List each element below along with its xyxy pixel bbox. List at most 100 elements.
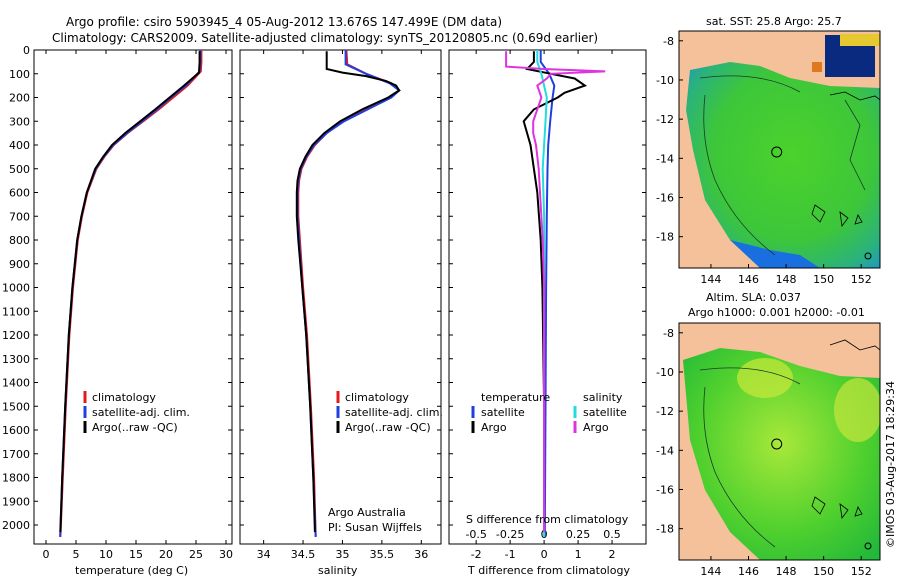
y-tick-label: 100	[9, 68, 30, 81]
map-x-tick-label: 152	[851, 273, 872, 286]
x-tick-label: 5	[73, 548, 80, 561]
title-line-2: Climatology: CARS2009. Satellite-adjuste…	[52, 31, 598, 45]
sst-minor-marker	[864, 252, 872, 260]
sla-ocean-field	[683, 348, 880, 560]
sst-yellow-patch	[840, 34, 880, 46]
y-tick-label: 1200	[2, 329, 30, 342]
s-tick-label: -0.25	[496, 528, 524, 541]
y-tick-label: 1400	[2, 377, 30, 390]
y-tick-label: 1000	[2, 282, 30, 295]
x-tick-label: 20	[159, 548, 173, 561]
series-t-satellite	[539, 50, 556, 537]
sla-contour-north	[699, 367, 801, 385]
salinity-axes-frame	[239, 49, 442, 545]
sla-high-patch-east	[834, 378, 880, 442]
map-y-tick-label: -16	[656, 483, 674, 496]
series-satellite-adj-clim-	[59, 50, 202, 537]
x-tick-label: 25	[189, 548, 203, 561]
map-y-tick-label: -18	[656, 231, 674, 244]
legend-temperature-title: temperature	[481, 391, 550, 404]
map-y-tick-label: -12	[656, 405, 674, 418]
x-tick-label: -2	[471, 548, 482, 561]
y-tick-label: 0	[23, 44, 30, 57]
series-argo	[295, 51, 401, 533]
y-tick-label: 1100	[2, 305, 30, 318]
sst-cold-patch	[730, 240, 820, 268]
map-y-tick-label: -14	[656, 444, 674, 457]
map-x-tick-label: 150	[813, 273, 834, 286]
legend-climatology: climatology	[92, 391, 156, 404]
sst-map-panel: sat. SST: 25.8 Argo: 25.7 144 146 148 150 15…	[656, 15, 881, 286]
temperature-legend: climatology satellite-adj. clim. Argo(..…	[83, 391, 190, 434]
map-x-tick-label: 148	[776, 273, 797, 286]
map-y-tick-label: -16	[656, 191, 674, 204]
series-climatology	[59, 50, 203, 537]
sst-map-frame	[678, 30, 881, 269]
sst-orange-patch	[812, 62, 822, 72]
sst-ocean-field	[686, 62, 880, 268]
x-tick-label: 35	[335, 548, 349, 561]
y-tick-label: 1800	[2, 472, 30, 485]
map-x-tick-label: 152	[851, 565, 872, 578]
y-tick-label: 400	[9, 139, 30, 152]
x-tick-label: 2	[609, 548, 616, 561]
sst-contour-coast	[703, 94, 776, 256]
map-y-tick-label: -18	[656, 523, 674, 536]
x-tick-label: 30	[219, 548, 233, 561]
imos-timestamp: ©IMOS 03-Aug-2017 18:29:34	[884, 381, 897, 548]
legend-s-argo: Argo	[583, 421, 609, 434]
series-s-argo	[505, 51, 606, 533]
map-y-tick-label: -10	[656, 74, 674, 87]
sla-map-subtitle: Argo h1000: 0.001 h2000: -0.01	[688, 306, 865, 319]
legend-satellite: satellite-adj. clim.	[345, 406, 443, 419]
map-x-tick-label: 146	[738, 565, 759, 578]
y-tick-label: 1500	[2, 400, 30, 413]
temperature-xlabel: temperature (deg C)	[75, 564, 188, 577]
map-y-tick-label: -8	[663, 327, 674, 340]
x-tick-label: 1	[575, 548, 582, 561]
map-y-tick-label: -14	[656, 152, 674, 165]
salinity-xlabel: salinity	[318, 564, 358, 577]
difference-axes-frame	[448, 49, 647, 545]
sst-island-outline	[829, 91, 880, 101]
title-line-1: Argo profile: csiro 5903945_4 05-Aug-201…	[66, 15, 502, 29]
legend-satellite: satellite-adj. clim.	[92, 406, 190, 419]
map-x-tick-label: 150	[813, 565, 834, 578]
sla-map-image	[679, 323, 880, 560]
y-tick-label: 300	[9, 115, 30, 128]
map-x-tick-label: 148	[776, 565, 797, 578]
x-tick-label: 15	[129, 548, 143, 561]
y-tick-label: 200	[9, 92, 30, 105]
sst-contour-east	[844, 99, 866, 191]
sla-map-title: Altim. SLA: 0.037	[706, 291, 801, 304]
map-y-tick-label: -8	[663, 35, 674, 48]
x-tick-label: 10	[99, 548, 113, 561]
y-tick-label: 1300	[2, 353, 30, 366]
s-difference-xlabel: S difference from climatology	[466, 513, 629, 526]
s-tick-label: 0.25	[566, 528, 591, 541]
sla-argo-position-marker	[771, 438, 783, 450]
y-tick-label: 700	[9, 210, 30, 223]
x-tick-label: 0	[43, 548, 50, 561]
sst-map-title: sat. SST: 25.8 Argo: 25.7	[706, 15, 842, 28]
map-x-tick-label: 144	[700, 565, 721, 578]
sla-map-panel: Altim. SLA: 0.037 Argo h1000: 0.001 h200…	[656, 291, 881, 578]
sst-map-image	[679, 31, 880, 268]
legend-t-satellite: satellite	[481, 406, 525, 419]
y-tick-label: 600	[9, 187, 30, 200]
y-tick-label: 1600	[2, 424, 30, 437]
credit-line-2: PI: Susan Wijffels	[328, 521, 422, 534]
map-y-tick-label: -10	[656, 366, 674, 379]
sst-argo-position-marker	[771, 146, 783, 158]
y-tick-label: 500	[9, 163, 30, 176]
legend-climatology: climatology	[345, 391, 409, 404]
x-tick-label: 35.5	[370, 548, 395, 561]
legend-argo: Argo(..raw -QC)	[345, 421, 431, 434]
sla-map-frame	[678, 322, 881, 561]
y-tick-label: 1700	[2, 448, 30, 461]
sla-island-outline	[829, 339, 880, 351]
sla-minor-marker	[864, 542, 872, 550]
legend-argo: Argo(..raw -QC)	[92, 421, 178, 434]
x-tick-label: 34.5	[291, 548, 316, 561]
temperature-panel: 0100200300400500600700800900100011001200…	[2, 44, 233, 577]
